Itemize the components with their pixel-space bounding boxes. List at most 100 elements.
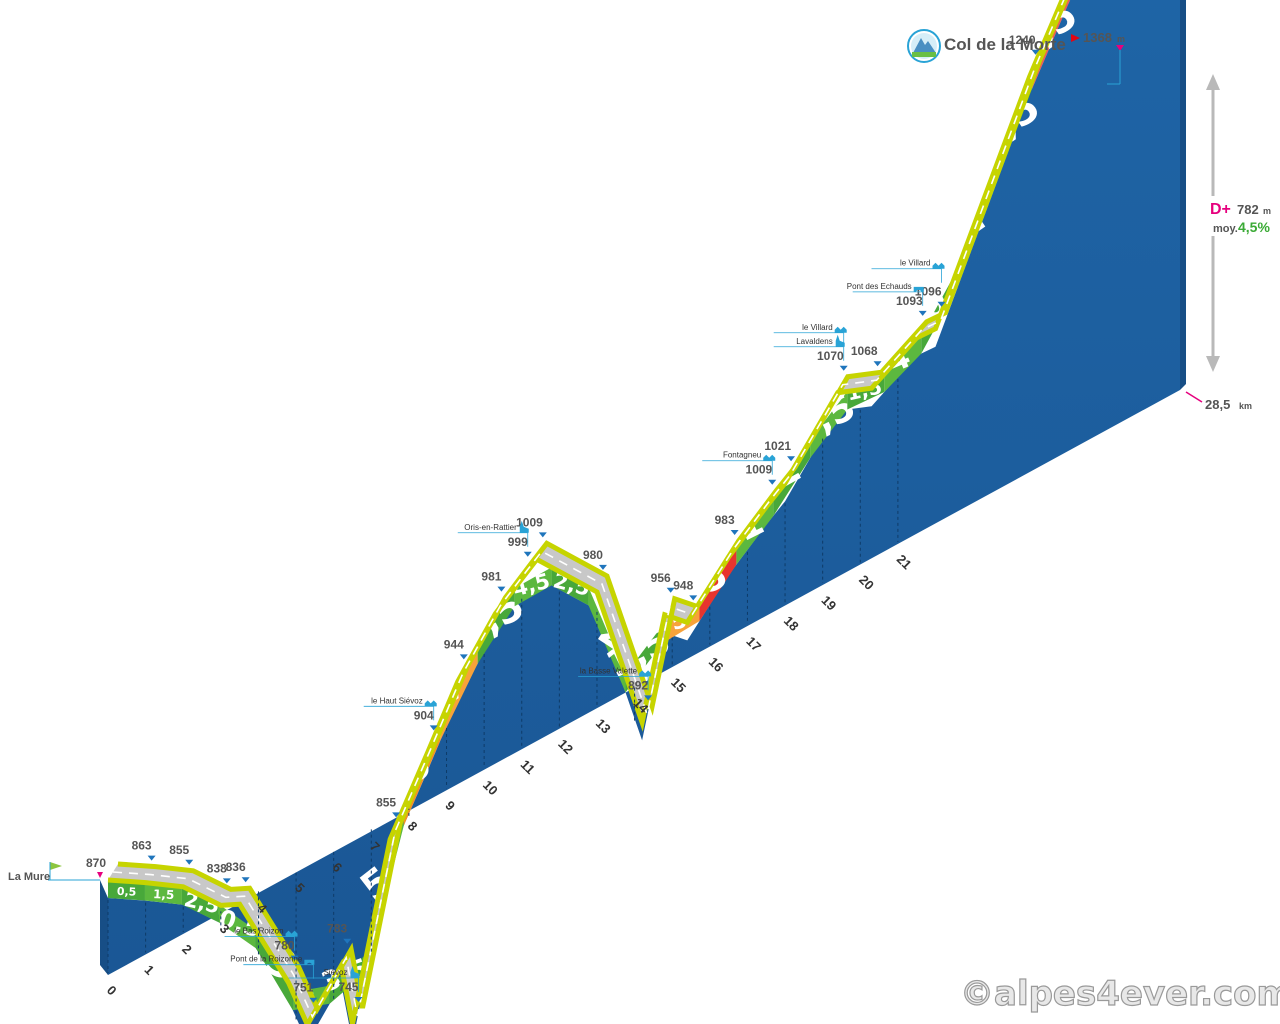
village-icon bbox=[424, 700, 437, 707]
average-gradient: 4,5% bbox=[1238, 219, 1270, 235]
km-tick-label: 21 bbox=[894, 551, 915, 572]
village-icon bbox=[285, 930, 298, 937]
col-title: Col de la Morte bbox=[944, 35, 1066, 54]
place-name: le Villard bbox=[802, 323, 833, 332]
start-pin-icon bbox=[97, 872, 103, 878]
village-icon bbox=[834, 326, 847, 333]
place-marker: la Basse Valette bbox=[578, 666, 652, 691]
bridge-icon bbox=[913, 286, 924, 292]
gradient-segment bbox=[810, 391, 848, 458]
altitude-label: 780 bbox=[275, 939, 295, 953]
place-marker: Pont de la Roizonne bbox=[230, 955, 315, 979]
total-distance: 28,5 km bbox=[1185, 391, 1252, 412]
road-edge-front bbox=[107, 0, 1065, 1024]
altitude-pin-icon bbox=[309, 997, 318, 1003]
altitude-label: 863 bbox=[132, 839, 152, 853]
bridge-icon bbox=[304, 959, 315, 965]
altitude-pin-icon bbox=[241, 877, 250, 883]
km-tick-label: 16 bbox=[706, 654, 727, 675]
gradient-segment bbox=[699, 546, 737, 622]
gradient-segment bbox=[884, 335, 922, 393]
road-centerline bbox=[112, 0, 1065, 1019]
place-name: Pont de la Roizonne bbox=[230, 955, 303, 964]
total-distance-unit: km bbox=[1239, 401, 1252, 411]
altitude-pin-icon bbox=[839, 365, 848, 371]
altitude-pin-icon bbox=[873, 361, 882, 367]
profile-front-face bbox=[108, 0, 1180, 1024]
altitude-label: 1093 bbox=[896, 294, 923, 308]
start-altitude: 870 bbox=[86, 856, 106, 870]
altitude-label: 981 bbox=[481, 570, 501, 584]
altitude-pin-icon bbox=[497, 586, 506, 592]
km-tick-label: 15 bbox=[668, 675, 689, 696]
altitude-label: 745 bbox=[338, 980, 358, 994]
gradient-segment bbox=[477, 588, 515, 664]
profile-left-cap bbox=[100, 880, 108, 975]
km-tick-label: 10 bbox=[480, 777, 501, 798]
gradient-segment bbox=[181, 886, 219, 923]
place-marker: Oris-en-Rattier bbox=[457, 520, 529, 547]
altitude-pin-icon bbox=[392, 812, 401, 818]
km-tick-label: 19 bbox=[819, 593, 840, 614]
place-name: Pont des Echauds bbox=[847, 282, 912, 291]
summit-altitude: 1368 bbox=[1083, 30, 1112, 45]
place-marker: Siévoz bbox=[288, 965, 360, 992]
altitude-label: 1070 bbox=[817, 349, 844, 363]
altitude-label: 838 bbox=[207, 861, 227, 875]
gradient-segment bbox=[108, 880, 145, 901]
gradient-segment bbox=[1032, 0, 1070, 89]
altitude-pin-icon bbox=[459, 654, 468, 660]
summit-pin-icon bbox=[1116, 45, 1124, 51]
gradient-segment bbox=[551, 567, 589, 606]
up-arrow-icon bbox=[1206, 74, 1220, 90]
place-name: Oris-en-Rattier bbox=[464, 523, 517, 532]
altitude-pin-icon bbox=[343, 938, 352, 944]
place-name: le Bas Roizon bbox=[234, 927, 283, 936]
altitude-label: 1021 bbox=[764, 439, 791, 453]
village-icon bbox=[639, 670, 652, 677]
altitude-label: 836 bbox=[226, 860, 246, 874]
start-flag-icon bbox=[50, 862, 62, 870]
altitude-label: 948 bbox=[673, 578, 693, 592]
km-tick-label: 20 bbox=[856, 572, 877, 593]
place-marker: Fontagneu bbox=[702, 451, 776, 475]
place-name: Lavaldens bbox=[796, 337, 832, 346]
km-tick-label: 17 bbox=[743, 634, 764, 655]
church-icon bbox=[835, 334, 845, 347]
place-name: Fontagneu bbox=[723, 451, 761, 460]
place-name: la Basse Valette bbox=[580, 666, 638, 675]
km-tick-label: 9 bbox=[442, 798, 458, 814]
altitude-labels: 863 8558388367807517837458559049449819991… bbox=[132, 33, 1040, 1003]
altitude-pin-icon bbox=[918, 310, 927, 316]
altitude-pin-icon bbox=[666, 587, 675, 593]
total-distance-value: 28,5 bbox=[1205, 397, 1230, 412]
place-marker: Pont des Echauds bbox=[847, 282, 924, 306]
km-tick-label: 2 bbox=[179, 941, 195, 957]
down-arrow-icon bbox=[1206, 356, 1220, 372]
elevation-gain-label: D+ bbox=[1210, 201, 1231, 218]
altitude-pin-icon bbox=[523, 551, 532, 557]
elevation-gain-indicator: D+ 782 m moy. 4,5% bbox=[1205, 74, 1275, 372]
start-name: La Mure bbox=[8, 871, 50, 883]
altitude-pin-icon bbox=[185, 859, 194, 865]
altitude-label: 1068 bbox=[851, 344, 878, 358]
altitude-pin-icon bbox=[644, 695, 653, 701]
place-name: le Haut Siévoz bbox=[371, 696, 423, 705]
gradient-segment bbox=[736, 497, 774, 565]
altitude-pin-icon bbox=[354, 996, 363, 1002]
altitude-label: 956 bbox=[651, 571, 671, 585]
altitude-pin-icon bbox=[538, 532, 547, 538]
place-marker: Lavaldens bbox=[773, 334, 845, 361]
altitude-label: 1240 bbox=[1009, 33, 1036, 47]
profile-right-cap bbox=[1180, 0, 1186, 390]
road-ribbon bbox=[107, 0, 1069, 1024]
altitude-pin-icon bbox=[1031, 49, 1040, 55]
km-tick-label: 13 bbox=[593, 716, 614, 737]
altitude-label: 855 bbox=[169, 843, 189, 857]
km-tick-label: 11 bbox=[518, 757, 538, 777]
village-icon bbox=[763, 454, 776, 461]
altitude-pin-icon bbox=[768, 479, 777, 485]
altitude-pin-icon bbox=[598, 564, 607, 570]
summit-flag-icon bbox=[1071, 34, 1080, 42]
